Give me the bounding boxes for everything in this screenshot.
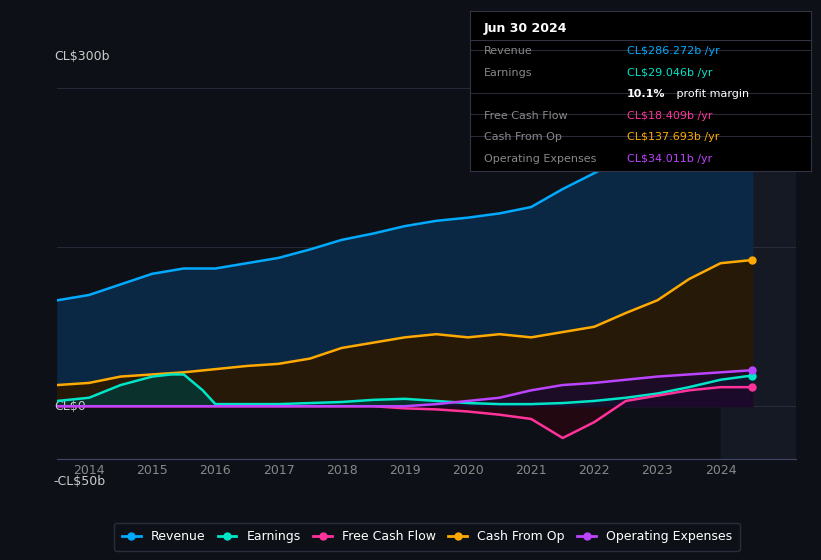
Text: Free Cash Flow: Free Cash Flow [484,111,567,121]
Text: Jun 30 2024: Jun 30 2024 [484,22,567,35]
Text: Operating Expenses: Operating Expenses [484,154,596,164]
Point [745,255,759,264]
Text: CL$300b: CL$300b [54,50,109,63]
Text: CL$137.693b /yr: CL$137.693b /yr [627,133,719,142]
Legend: Revenue, Earnings, Free Cash Flow, Cash From Op, Operating Expenses: Revenue, Earnings, Free Cash Flow, Cash … [114,523,740,551]
Text: profit margin: profit margin [673,90,750,100]
Text: Earnings: Earnings [484,68,533,78]
Point [745,371,759,380]
Bar [721,67,796,459]
Text: CL$29.046b /yr: CL$29.046b /yr [627,68,713,78]
Text: -CL$50b: -CL$50b [54,475,106,488]
Text: Cash From Op: Cash From Op [484,133,562,142]
Text: Revenue: Revenue [484,46,533,57]
Point [745,99,759,108]
Text: 10.1%: 10.1% [627,90,666,100]
Point [745,366,759,375]
Text: CL$286.272b /yr: CL$286.272b /yr [627,46,720,57]
Text: CL$34.011b /yr: CL$34.011b /yr [627,154,713,164]
Point [745,382,759,391]
Text: CL$0: CL$0 [54,400,85,413]
Text: CL$18.409b /yr: CL$18.409b /yr [627,111,713,121]
